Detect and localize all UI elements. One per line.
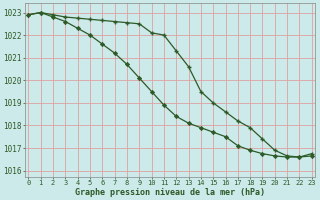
X-axis label: Graphe pression niveau de la mer (hPa): Graphe pression niveau de la mer (hPa) (75, 188, 265, 197)
